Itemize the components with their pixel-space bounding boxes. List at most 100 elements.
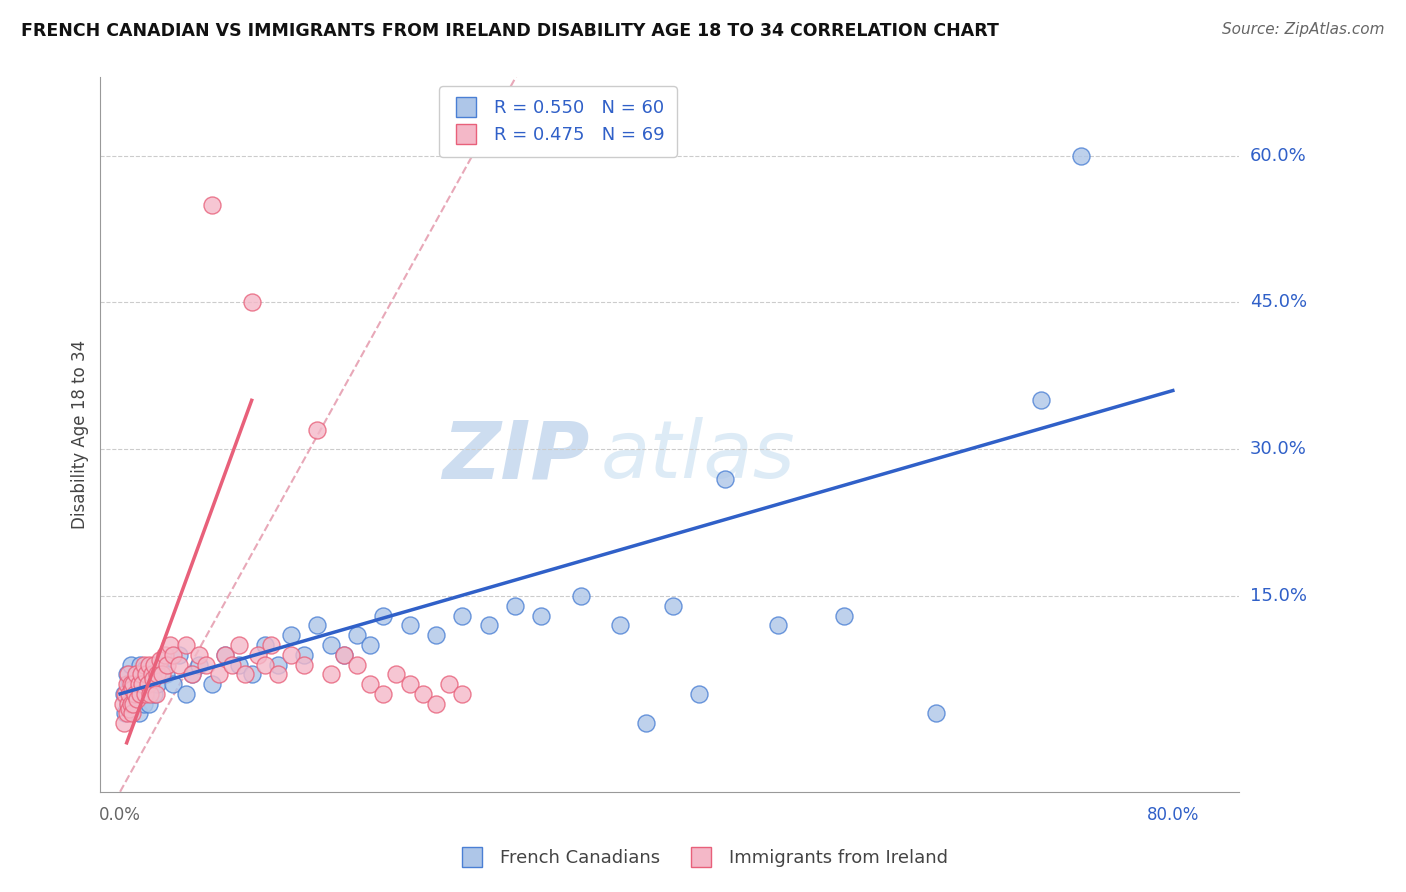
Point — [141, 667, 163, 681]
Point — [503, 599, 526, 613]
Point — [925, 706, 948, 721]
Point — [138, 657, 160, 672]
Point — [127, 691, 149, 706]
Point — [169, 657, 191, 672]
Point — [124, 672, 146, 686]
Point — [228, 657, 250, 672]
Point — [333, 648, 356, 662]
Point — [194, 657, 217, 672]
Point — [134, 687, 156, 701]
Point — [141, 667, 163, 681]
Point — [125, 691, 148, 706]
Point — [120, 657, 142, 672]
Point — [125, 667, 148, 681]
Point — [425, 628, 447, 642]
Text: FRENCH CANADIAN VS IMMIGRANTS FROM IRELAND DISABILITY AGE 18 TO 34 CORRELATION C: FRENCH CANADIAN VS IMMIGRANTS FROM IRELA… — [21, 22, 1000, 40]
Legend: French Canadians, Immigrants from Ireland: French Canadians, Immigrants from Irelan… — [451, 842, 955, 874]
Point — [122, 677, 145, 691]
Point — [530, 608, 553, 623]
Point — [150, 667, 173, 681]
Point — [240, 667, 263, 681]
Point — [398, 618, 420, 632]
Point — [267, 657, 290, 672]
Point — [121, 681, 143, 696]
Point — [159, 638, 181, 652]
Point — [451, 687, 474, 701]
Point — [260, 638, 283, 652]
Point — [114, 706, 136, 721]
Point — [373, 687, 395, 701]
Point — [143, 687, 166, 701]
Point — [214, 648, 236, 662]
Point — [118, 687, 141, 701]
Point — [385, 667, 408, 681]
Point — [292, 648, 315, 662]
Point — [136, 677, 159, 691]
Point — [146, 667, 169, 681]
Text: ZIP: ZIP — [443, 417, 589, 495]
Text: atlas: atlas — [602, 417, 796, 495]
Point — [153, 648, 176, 662]
Point — [636, 716, 658, 731]
Text: 60.0%: 60.0% — [1250, 146, 1306, 165]
Point — [307, 618, 329, 632]
Point — [280, 648, 302, 662]
Point — [832, 608, 855, 623]
Point — [201, 197, 224, 211]
Point — [228, 638, 250, 652]
Point — [135, 667, 157, 681]
Point — [214, 648, 236, 662]
Point — [112, 687, 135, 701]
Point — [142, 672, 165, 686]
Point — [292, 657, 315, 672]
Text: 45.0%: 45.0% — [1250, 293, 1308, 311]
Point — [155, 667, 177, 681]
Point — [148, 653, 170, 667]
Point — [233, 667, 256, 681]
Point — [169, 648, 191, 662]
Point — [156, 657, 179, 672]
Point — [766, 618, 789, 632]
Point — [662, 599, 685, 613]
Point — [247, 648, 270, 662]
Point — [174, 687, 197, 701]
Point — [221, 657, 243, 672]
Point — [146, 677, 169, 691]
Point — [118, 677, 141, 691]
Point — [319, 638, 342, 652]
Point — [122, 687, 145, 701]
Point — [333, 648, 356, 662]
Point — [425, 697, 447, 711]
Point — [129, 667, 152, 681]
Point — [253, 657, 276, 672]
Point — [115, 667, 138, 681]
Point — [1070, 149, 1092, 163]
Point — [477, 618, 499, 632]
Point — [120, 697, 142, 711]
Point — [124, 687, 146, 701]
Point — [267, 667, 290, 681]
Point — [609, 618, 631, 632]
Point — [122, 697, 145, 711]
Point — [128, 706, 150, 721]
Point — [128, 657, 150, 672]
Point — [145, 687, 167, 701]
Point — [143, 657, 166, 672]
Point — [174, 638, 197, 652]
Text: 0.0%: 0.0% — [100, 806, 141, 824]
Point — [346, 628, 368, 642]
Point — [181, 667, 204, 681]
Text: 30.0%: 30.0% — [1250, 441, 1306, 458]
Point — [132, 657, 155, 672]
Point — [118, 701, 141, 715]
Point — [346, 657, 368, 672]
Point — [162, 648, 184, 662]
Legend: R = 0.550   N = 60, R = 0.475   N = 69: R = 0.550 N = 60, R = 0.475 N = 69 — [440, 87, 676, 157]
Point — [115, 706, 138, 721]
Point — [253, 638, 276, 652]
Point — [240, 295, 263, 310]
Point — [307, 423, 329, 437]
Point — [135, 681, 157, 696]
Point — [188, 657, 211, 672]
Point — [437, 677, 460, 691]
